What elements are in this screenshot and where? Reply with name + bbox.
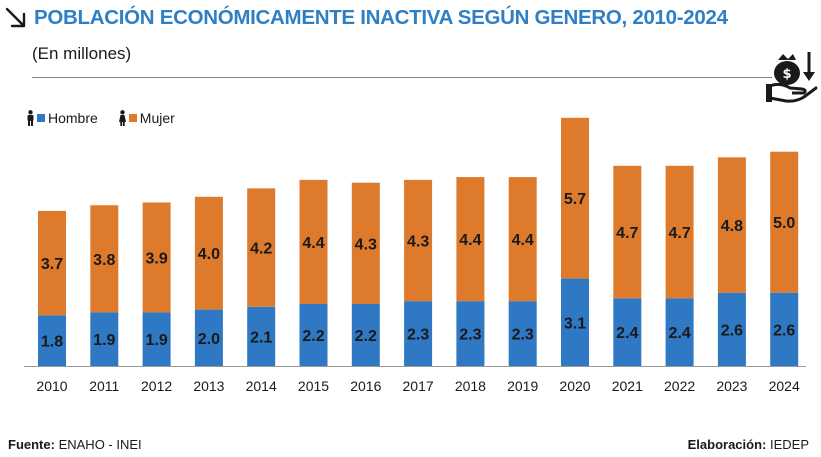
- value-label-mujer: 4.2: [250, 241, 272, 258]
- bar-hombre: [299, 303, 328, 366]
- x-tick-label: 2013: [193, 378, 224, 394]
- legend: Hombre Mujer: [26, 110, 195, 126]
- value-label-hombre: 1.9: [145, 332, 167, 349]
- legend-item-mujer: Mujer: [118, 110, 175, 126]
- value-label-mujer: 4.4: [302, 235, 324, 252]
- value-label-mujer: 4.3: [407, 234, 429, 251]
- title-divider: [32, 77, 772, 78]
- bar-mujer: [247, 188, 276, 307]
- bar-mujer: [613, 165, 642, 299]
- bar-mujer: [665, 165, 694, 299]
- credit-note: Elaboración: IEDEP: [688, 437, 809, 452]
- x-tick-label: 2010: [36, 378, 67, 394]
- bar-mujer: [717, 157, 746, 293]
- value-label-mujer: 4.0: [198, 246, 220, 263]
- person-icon: [118, 110, 126, 126]
- value-label-hombre: 2.6: [773, 322, 795, 339]
- source-value: ENAHO - INEI: [58, 437, 142, 452]
- value-label-mujer: 3.8: [93, 252, 115, 269]
- bar-mujer: [299, 179, 328, 304]
- x-tick-label: 2018: [455, 378, 486, 394]
- value-label-mujer: 4.7: [616, 225, 638, 242]
- value-label-hombre: 2.3: [459, 327, 481, 344]
- value-label-mujer: 3.7: [41, 256, 63, 273]
- bar-hombre: [508, 301, 537, 366]
- bar-hombre: [456, 301, 485, 366]
- bar-hombre: [194, 309, 223, 366]
- value-label-mujer: 3.9: [145, 250, 167, 267]
- legend-label-mujer: Mujer: [139, 110, 175, 126]
- legend-swatch-mujer: [128, 114, 137, 122]
- legend-label-hombre: Hombre: [48, 110, 98, 126]
- value-label-hombre: 2.3: [512, 327, 534, 344]
- bar-hombre: [90, 312, 119, 366]
- bar-hombre: [404, 301, 433, 366]
- value-label-mujer: 4.4: [459, 232, 481, 249]
- x-tick-label: 2021: [612, 378, 643, 394]
- value-label-hombre: 2.3: [407, 327, 429, 344]
- source-note: Fuente: ENAHO - INEI: [8, 437, 142, 452]
- x-tick-label: 2023: [716, 378, 747, 394]
- bar-hombre: [351, 303, 380, 366]
- x-tick-label: 2024: [769, 378, 800, 394]
- legend-item-hombre: Hombre: [26, 110, 98, 126]
- bar-hombre: [247, 306, 276, 366]
- value-label-hombre: 2.0: [198, 331, 220, 348]
- chart-subtitle: (En millones): [32, 44, 132, 63]
- value-label-mujer: 4.7: [668, 225, 690, 242]
- x-tick-label: 2015: [298, 378, 329, 394]
- bar-mujer: [561, 117, 589, 279]
- value-label-mujer: 4.4: [512, 232, 534, 249]
- bar-hombre: [665, 298, 694, 366]
- bar-mujer: [770, 151, 799, 293]
- value-label-mujer: 5.0: [773, 215, 795, 232]
- value-label-hombre: 2.4: [668, 325, 690, 342]
- bar-hombre: [142, 312, 171, 366]
- bar-hombre: [717, 292, 746, 366]
- title-row: POBLACIÓN ECONÓMICAMENTE INACTIVA SEGÚN …: [4, 6, 728, 30]
- x-tick-label: 2017: [403, 378, 434, 394]
- person-icon: [27, 110, 34, 126]
- source-label: Fuente:: [8, 437, 55, 452]
- credit-label: Elaboración:: [687, 437, 767, 452]
- value-label-hombre: 2.6: [721, 322, 743, 339]
- bar-mujer: [456, 177, 485, 302]
- bar-mujer: [194, 196, 223, 310]
- x-tick-label: 2011: [89, 378, 119, 394]
- value-label-hombre: 3.1: [564, 315, 586, 332]
- bar-mujer: [38, 210, 66, 316]
- x-tick-label: 2016: [350, 378, 381, 394]
- x-tick-label: 2022: [664, 378, 695, 394]
- value-label-hombre: 1.9: [93, 332, 115, 349]
- legend-swatch-hombre: [37, 114, 45, 122]
- value-label-hombre: 2.4: [616, 325, 638, 342]
- bar-mujer: [142, 202, 171, 313]
- bar-hombre: [38, 315, 66, 366]
- value-label-hombre: 2.2: [355, 328, 377, 345]
- bar-mujer: [90, 205, 119, 313]
- value-label-hombre: 1.8: [41, 334, 63, 351]
- value-label-mujer: 4.8: [721, 218, 743, 235]
- value-label-hombre: 2.2: [302, 328, 324, 345]
- svg-text:$: $: [782, 67, 791, 82]
- x-tick-label: 2014: [246, 378, 277, 394]
- bar-hombre: [561, 278, 589, 366]
- bar-hombre: [770, 292, 799, 366]
- value-label-hombre: 2.1: [250, 329, 272, 346]
- bar-hombre: [613, 298, 642, 366]
- x-tick-label: 2019: [507, 378, 538, 394]
- arrow-down-right-icon: [5, 7, 26, 28]
- bar-mujer: [508, 177, 537, 302]
- bar-mujer: [351, 182, 380, 304]
- chart-title: POBLACIÓN ECONÓMICAMENTE INACTIVA SEGÚN …: [34, 6, 728, 29]
- credit-value: IEDEP: [769, 437, 809, 452]
- x-tick-label: 2012: [141, 378, 172, 394]
- money-bag-hand-icon: $: [766, 52, 818, 103]
- bar-mujer: [404, 179, 433, 302]
- value-label-mujer: 4.3: [355, 236, 377, 253]
- x-tick-label: 2020: [559, 378, 590, 394]
- value-label-mujer: 5.7: [564, 191, 586, 208]
